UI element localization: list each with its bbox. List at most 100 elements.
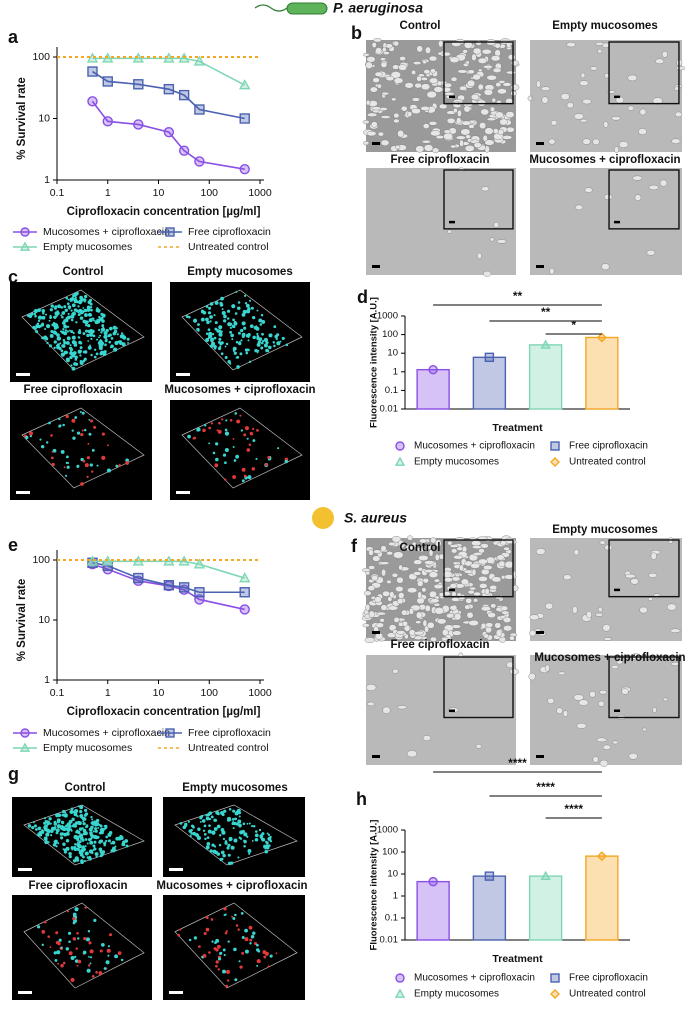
micrograph [361, 535, 519, 643]
marker [163, 83, 175, 95]
x-tick-label: 1000 [248, 687, 272, 699]
cell [490, 55, 501, 62]
panel-letter: b [351, 23, 362, 43]
cell [438, 40, 444, 48]
cell [206, 320, 210, 325]
cell [238, 815, 241, 818]
cell [65, 947, 70, 951]
cell [62, 328, 65, 331]
marker [19, 241, 31, 251]
cell [596, 737, 607, 743]
cell [480, 606, 491, 612]
cell [502, 135, 513, 140]
cell [87, 838, 91, 842]
cell [223, 314, 227, 319]
cell [402, 620, 408, 627]
cell [70, 807, 74, 811]
cell [90, 337, 93, 341]
cell [184, 822, 188, 827]
cell [90, 816, 93, 819]
cell [248, 852, 251, 855]
cell [498, 560, 506, 568]
cell [659, 179, 668, 187]
cell [91, 470, 94, 473]
cell [451, 548, 458, 554]
micrograph-background [530, 40, 682, 152]
cell [95, 308, 100, 313]
cell [363, 590, 372, 596]
cell [66, 828, 71, 832]
cell [235, 454, 240, 459]
micrograph [366, 652, 519, 765]
cell [486, 74, 497, 81]
bar [528, 875, 563, 941]
cell [393, 551, 404, 559]
cell [233, 323, 236, 325]
cell [489, 106, 495, 113]
cell [79, 346, 83, 350]
cell [367, 585, 375, 591]
cell [381, 91, 390, 96]
cell [101, 319, 105, 323]
cell [243, 474, 247, 478]
cell [34, 327, 37, 330]
cell [449, 56, 460, 63]
cell [380, 604, 388, 611]
cell [243, 840, 247, 844]
cell [277, 447, 280, 450]
organism-title: S. aureus [344, 510, 407, 526]
cell [36, 925, 41, 929]
cell [433, 578, 440, 583]
image-caption: Free ciprofloxacin [23, 384, 122, 396]
cell [393, 112, 400, 119]
cell [61, 820, 65, 825]
cell [446, 613, 454, 619]
cell [96, 338, 99, 341]
cell [527, 95, 533, 102]
cell [43, 817, 47, 820]
cell [55, 845, 58, 848]
cell [69, 828, 73, 831]
cell [509, 668, 519, 675]
y-tick-label: 0.01 [380, 935, 399, 946]
cell [88, 849, 94, 854]
cell [240, 339, 243, 342]
cell [99, 850, 104, 854]
cell [57, 842, 60, 845]
cell [253, 824, 256, 828]
cell [248, 822, 251, 825]
cell [98, 343, 103, 348]
cell [232, 325, 236, 329]
cell [234, 811, 239, 816]
cell [364, 613, 371, 619]
image-caption: Mucosomes + ciprofloxacin [529, 154, 680, 166]
cell [369, 86, 378, 93]
cell [71, 353, 76, 358]
cell [56, 818, 61, 823]
legend-label: Mucosomes + ciprofloxacin [43, 727, 170, 739]
cell [190, 824, 194, 828]
cell [217, 968, 220, 971]
cell [125, 844, 129, 848]
cell [211, 332, 215, 336]
cell [671, 661, 681, 666]
cell [66, 315, 71, 320]
cell [375, 611, 387, 616]
inset [443, 539, 514, 598]
cell [362, 141, 370, 146]
cell [250, 306, 254, 310]
cell [380, 139, 390, 146]
scale-bar [449, 588, 455, 592]
cell [362, 623, 370, 628]
marker [596, 332, 607, 343]
x-axis-title: Ciprofloxacin concentration [µg/ml] [67, 706, 261, 718]
marker [239, 163, 250, 175]
cell [67, 305, 72, 309]
cell [467, 589, 475, 595]
cell [396, 630, 406, 635]
cell [193, 936, 198, 940]
cell [464, 145, 475, 152]
cell [256, 943, 259, 947]
cell [241, 935, 245, 939]
cell [89, 344, 91, 347]
